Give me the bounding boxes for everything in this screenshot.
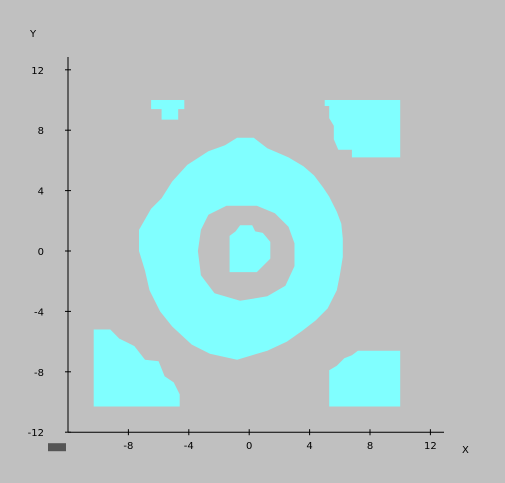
x-tick-label: -4 xyxy=(184,441,194,452)
x-ticks: -8 -4 0 4 8 12 xyxy=(123,429,437,452)
x-tick-label: 4 xyxy=(306,441,312,452)
axes: -8 -4 0 4 8 12 -12 -8 -4 0 4 8 12 X Y xyxy=(28,29,469,456)
y-tick-label: -12 xyxy=(28,428,44,439)
y-tick-label: 0 xyxy=(38,247,44,258)
region-top-right-corner xyxy=(324,100,401,158)
y-tick-label: -8 xyxy=(34,368,44,379)
x-tick-label: 0 xyxy=(246,441,252,452)
region-bottom-left-corner xyxy=(93,329,180,407)
y-ticks: -12 -8 -4 0 4 8 12 xyxy=(28,66,71,439)
region-outer-ring xyxy=(139,137,343,360)
filled-regions xyxy=(93,100,401,407)
origin-marker xyxy=(48,443,66,452)
x-tick-label: 8 xyxy=(367,441,373,452)
x-tick-label: -8 xyxy=(123,441,133,452)
region-bottom-right-corner xyxy=(329,350,401,407)
y-tick-label: -4 xyxy=(34,307,44,318)
x-axis-title: X xyxy=(462,445,469,456)
y-axis-title: Y xyxy=(29,29,37,40)
x-tick-label: 12 xyxy=(424,441,437,452)
region-inner-blob xyxy=(229,225,271,273)
y-tick-label: 4 xyxy=(38,187,44,198)
y-tick-label: 12 xyxy=(31,66,44,77)
y-tick-label: 8 xyxy=(38,126,44,137)
region-top-left-blob xyxy=(151,100,185,120)
